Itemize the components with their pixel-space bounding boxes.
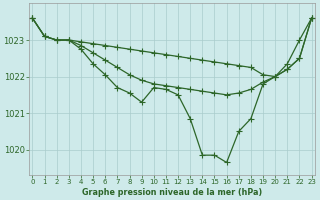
X-axis label: Graphe pression niveau de la mer (hPa): Graphe pression niveau de la mer (hPa) xyxy=(82,188,262,197)
